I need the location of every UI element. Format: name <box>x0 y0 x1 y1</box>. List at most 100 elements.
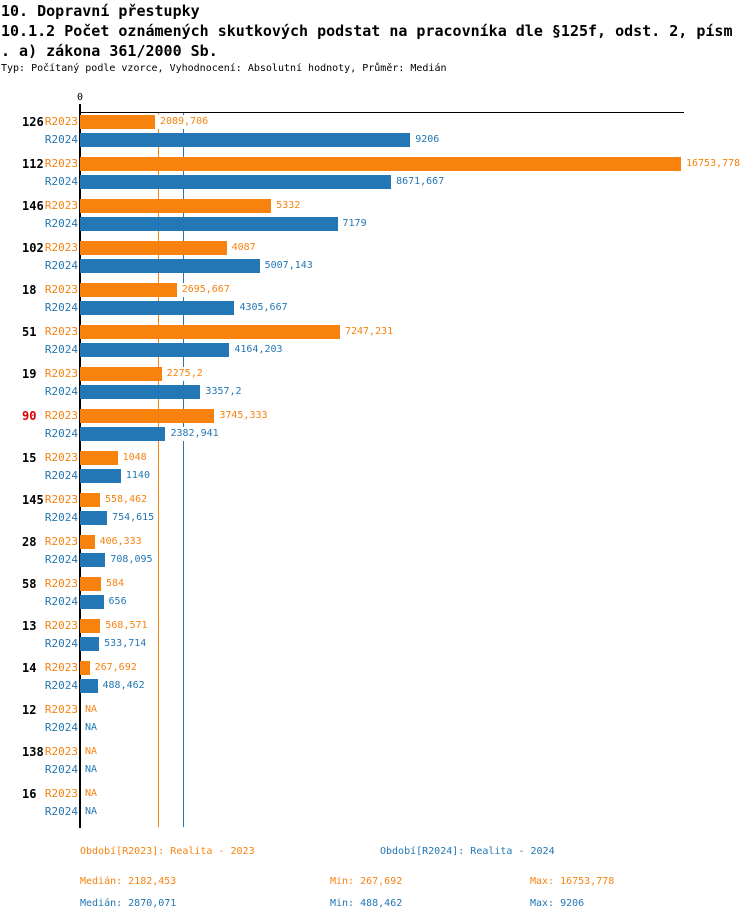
bar-r2024 <box>80 427 166 441</box>
value-label-r2023: 7247,231 <box>341 325 397 339</box>
value-label-r2024: 1140 <box>122 469 153 483</box>
group-label: 126 <box>22 115 44 129</box>
median-line-r2024 <box>182 113 184 827</box>
series-label-r2024: R2024 <box>44 217 78 230</box>
report-title-line-2: 10.1.2 Počet oznámených skutkových podst… <box>1 22 733 40</box>
bar-r2023 <box>80 325 340 339</box>
series-label-r2023: R2023 <box>44 493 78 506</box>
group-label: 138 <box>22 745 44 759</box>
value-label-r2023: NA <box>82 703 101 717</box>
series-label-r2024: R2024 <box>44 679 78 692</box>
series-label-r2024: R2024 <box>44 259 78 272</box>
series-label-r2023: R2023 <box>44 745 78 758</box>
legend-median-r2023: Medián: 2182,453 <box>80 876 177 887</box>
value-label-r2024: 656 <box>105 595 130 609</box>
series-label-r2024: R2024 <box>44 469 78 482</box>
x-axis-line <box>80 112 684 113</box>
value-label-r2024: NA <box>82 721 101 735</box>
bar-r2023 <box>80 451 118 465</box>
value-label-r2024: 754,615 <box>109 511 158 525</box>
value-label-r2024: NA <box>82 805 101 819</box>
bar-r2024 <box>80 385 201 399</box>
series-label-r2023: R2023 <box>44 787 78 800</box>
group-label: 18 <box>22 283 37 297</box>
value-label-r2024: 488,462 <box>99 679 148 693</box>
series-label-r2024: R2024 <box>44 637 78 650</box>
x-axis-zero-tick-label: 0 <box>76 92 84 103</box>
series-label-r2024: R2024 <box>44 175 78 188</box>
series-label-r2023: R2023 <box>44 451 78 464</box>
bar-r2024 <box>80 511 108 525</box>
group-label: 58 <box>22 577 37 591</box>
value-label-r2023: 584 <box>102 577 127 591</box>
bar-r2023 <box>80 535 95 549</box>
value-label-r2023: 3745,333 <box>216 409 271 423</box>
bar-r2024 <box>80 595 104 609</box>
bar-r2023 <box>80 619 101 633</box>
bar-r2024 <box>80 175 392 189</box>
group-label: 112 <box>22 157 44 171</box>
value-label-r2024: 4305,667 <box>236 301 291 315</box>
group-label: 102 <box>22 241 44 255</box>
series-label-r2024: R2024 <box>44 511 78 524</box>
value-label-r2024: 533,714 <box>101 637 150 651</box>
group-label: 28 <box>22 535 37 549</box>
legend-median-r2024: Medián: 2870,071 <box>80 898 177 909</box>
bar-r2023 <box>80 409 215 423</box>
value-label-r2024: 2382,941 <box>167 427 222 441</box>
bar-r2024 <box>80 679 98 693</box>
legend-max-r2023: Max: 16753,778 <box>530 876 615 887</box>
y-axis-line <box>79 104 81 828</box>
value-label-r2024: 4164,203 <box>231 343 286 357</box>
series-label-r2024: R2024 <box>44 133 78 146</box>
series-label-r2024: R2024 <box>44 595 78 608</box>
legend-min-r2024: Min: 488,462 <box>330 898 403 909</box>
bar-r2024 <box>80 217 338 231</box>
group-label: 12 <box>22 703 37 717</box>
series-label-r2023: R2023 <box>44 577 78 590</box>
group-label: 13 <box>22 619 37 633</box>
value-label-r2024: 5007,143 <box>261 259 316 273</box>
value-label-r2023: 2089,706 <box>156 115 212 129</box>
group-label: 16 <box>22 787 37 801</box>
series-label-r2023: R2023 <box>44 367 78 380</box>
legend-min-r2023: Min: 267,692 <box>330 876 403 887</box>
bar-r2023 <box>80 241 227 255</box>
group-label: 146 <box>22 199 44 213</box>
value-label-r2023: NA <box>82 745 101 759</box>
bar-r2023 <box>80 661 90 675</box>
report-subtitle: Typ: Počítaný podle vzorce, Vyhodnocení:… <box>1 63 447 74</box>
legend-max-r2024: Max: 9206 <box>530 898 585 909</box>
value-label-r2023: 558,462 <box>102 493 151 507</box>
series-label-r2024: R2024 <box>44 301 78 314</box>
series-label-r2024: R2024 <box>44 805 78 818</box>
bar-r2023 <box>80 283 177 297</box>
value-label-r2023: 2275,2 <box>163 367 206 381</box>
value-label-r2024: 8671,667 <box>393 175 448 189</box>
median-line-r2023 <box>158 113 160 827</box>
value-label-r2024: 9206 <box>412 133 443 147</box>
series-label-r2023: R2023 <box>44 703 78 716</box>
bar-r2024 <box>80 133 411 147</box>
value-label-r2024: 708,095 <box>107 553 156 567</box>
series-label-r2024: R2024 <box>44 721 78 734</box>
bar-r2023 <box>80 367 162 381</box>
series-label-r2023: R2023 <box>44 661 78 674</box>
report-title-line-3: . a) zákona 361/2000 Sb. <box>1 42 218 60</box>
series-label-r2023: R2023 <box>44 325 78 338</box>
value-label-r2024: NA <box>82 763 101 777</box>
series-label-r2023: R2023 <box>44 157 78 170</box>
bar-r2024 <box>80 343 230 357</box>
group-label: 14 <box>22 661 37 675</box>
value-label-r2024: 3357,2 <box>202 385 245 399</box>
series-label-r2023: R2023 <box>44 535 78 548</box>
legend-period-r2024: Období[R2024]: Realita - 2024 <box>380 846 555 857</box>
series-label-r2024: R2024 <box>44 385 78 398</box>
series-label-r2024: R2024 <box>44 427 78 440</box>
series-label-r2023: R2023 <box>44 283 78 296</box>
series-label-r2023: R2023 <box>44 409 78 422</box>
bar-r2024 <box>80 259 260 273</box>
group-label: 19 <box>22 367 37 381</box>
value-label-r2023: 2695,667 <box>178 283 233 297</box>
